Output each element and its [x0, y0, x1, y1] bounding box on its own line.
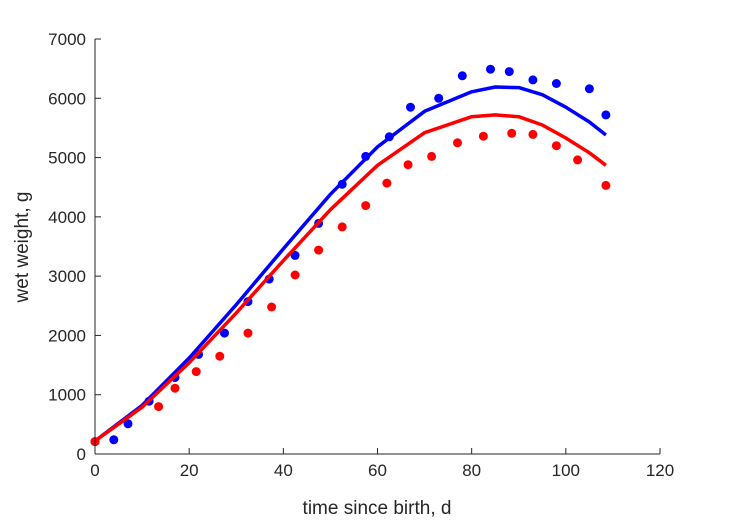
x-tick-label: 40 [274, 461, 293, 480]
y-tick-label: 6000 [48, 89, 86, 108]
x-tick-label: 20 [180, 461, 199, 480]
data-point [267, 302, 277, 312]
plot-area [90, 64, 611, 447]
data-point [601, 180, 611, 190]
data-point [504, 67, 514, 77]
data-point [551, 141, 561, 151]
fit-line [93, 113, 607, 443]
data-point [361, 151, 371, 161]
data-point [478, 131, 488, 141]
data-point [123, 419, 133, 429]
data-point [384, 132, 394, 142]
data-point [215, 351, 225, 361]
y-tick-label: 0 [77, 445, 86, 464]
data-point [486, 64, 495, 74]
data-point [382, 178, 392, 188]
y-tick-label: 7000 [48, 30, 86, 49]
data-point [507, 128, 517, 138]
x-tick-label: 0 [90, 461, 99, 480]
data-point [337, 179, 347, 189]
data-point [191, 367, 201, 377]
x-tick-label: 100 [552, 461, 580, 480]
data-point [290, 250, 300, 260]
y-tick-label: 3000 [48, 267, 86, 286]
x-tick-label: 60 [368, 461, 387, 480]
data-point [453, 138, 462, 148]
data-point [403, 160, 413, 170]
y-tick-label: 5000 [48, 149, 86, 168]
y-tick-label: 4000 [48, 208, 86, 227]
data-point [573, 155, 583, 165]
data-point [528, 129, 538, 139]
data-point [170, 383, 180, 393]
data-point [361, 201, 371, 211]
data-point [584, 84, 594, 94]
data-point [220, 328, 229, 338]
data-point [551, 79, 561, 88]
data-point [457, 71, 467, 81]
series-2 [90, 113, 611, 447]
axes: 0 20 40 60 80 100 120 0 1000 2000 3000 4000 5000 6000… [48, 30, 674, 480]
data-point [601, 110, 611, 120]
data-point [528, 75, 538, 85]
data-point [314, 245, 324, 255]
x-tick-label: 120 [646, 461, 674, 480]
x-tick-label: 80 [462, 461, 481, 480]
fit-line [93, 85, 607, 443]
x-axis-label: time since birth, d [303, 498, 452, 519]
y-axis-label: wet weight, g [12, 192, 33, 304]
data-point [427, 151, 437, 161]
y-tick-label: 1000 [48, 386, 86, 405]
data-point [290, 270, 300, 280]
data-point [109, 435, 119, 445]
data-point [434, 93, 444, 103]
data-point [154, 402, 164, 412]
series-1 [90, 64, 611, 447]
data-point [243, 328, 253, 338]
y-tick-label: 2000 [48, 326, 86, 345]
data-point [406, 102, 415, 112]
data-point [337, 222, 347, 232]
